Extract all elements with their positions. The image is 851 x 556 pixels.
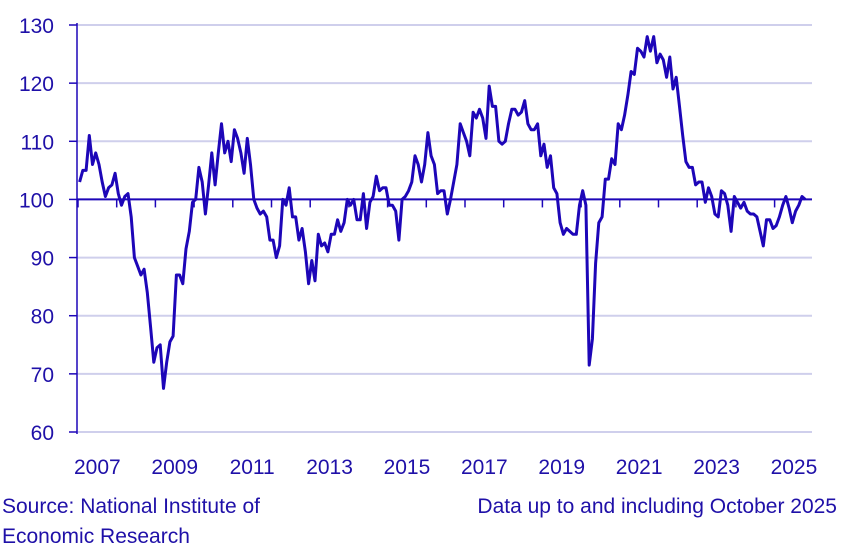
x-tick-label: 2009 bbox=[151, 456, 198, 479]
x-tick-label: 2013 bbox=[306, 456, 353, 479]
y-tick-label: 100 bbox=[19, 189, 54, 212]
source-note: Source: National Institute of Economic R… bbox=[2, 495, 260, 548]
y-tick-label: 120 bbox=[19, 73, 54, 96]
x-tick-label: 2007 bbox=[74, 456, 121, 479]
y-tick-label: 80 bbox=[31, 306, 54, 329]
x-tick-label: 2019 bbox=[538, 456, 585, 479]
y-tick-label: 130 bbox=[19, 15, 54, 38]
y-tick-label: 70 bbox=[31, 364, 54, 387]
y-tick-label: 110 bbox=[21, 131, 54, 154]
x-tick-label: 2015 bbox=[384, 456, 431, 479]
series-line bbox=[78, 35, 807, 390]
y-tick-label: 90 bbox=[31, 248, 54, 271]
y-tick-label: 60 bbox=[31, 422, 54, 445]
x-tick-label: 2025 bbox=[771, 456, 818, 479]
x-tick-label: 2023 bbox=[693, 456, 740, 479]
x-tick-label: 2021 bbox=[616, 456, 663, 479]
line-chart: 60 70 80 90 100 110 120 130 2007 2009 2011 2013 2015… bbox=[19, 15, 818, 479]
x-tick-label: 2011 bbox=[230, 456, 275, 479]
data-coverage-note: Data up to and including October 2025 bbox=[477, 495, 837, 518]
x-tick-label: 2017 bbox=[461, 456, 508, 479]
